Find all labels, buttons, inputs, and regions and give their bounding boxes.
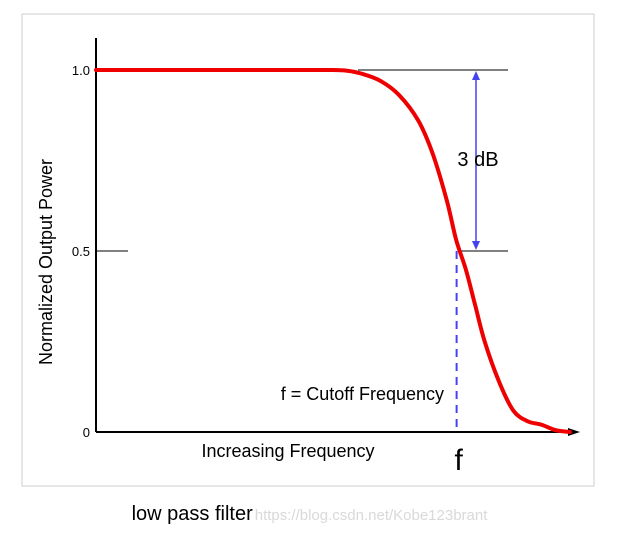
db-arrow-head-top	[472, 71, 480, 80]
figure-caption: low pass filter https://blog.csdn.net/Kob…	[0, 503, 619, 526]
y-tick-label-1.0: 1.0	[72, 63, 90, 78]
chart-frame	[21, 13, 595, 487]
watermark: https://blog.csdn.net/Kobe123brant	[254, 507, 488, 524]
x-axis-arrowhead	[568, 428, 580, 436]
x-axis-label: Increasing Frequency	[201, 441, 374, 461]
db-annotation-label: 3 dB	[457, 149, 498, 171]
y-tick-label-0: 0	[83, 425, 90, 440]
response-curve	[94, 67, 572, 434]
cutoff-label: f = Cutoff Frequency	[281, 384, 444, 404]
db-arrow-head-bottom	[472, 241, 480, 250]
y-axis-label: Normalized Output Power	[36, 159, 56, 365]
cutoff-symbol: f	[454, 444, 463, 477]
y-tick-label-0.5: 0.5	[72, 244, 90, 259]
caption-text: low pass filter	[131, 503, 253, 525]
